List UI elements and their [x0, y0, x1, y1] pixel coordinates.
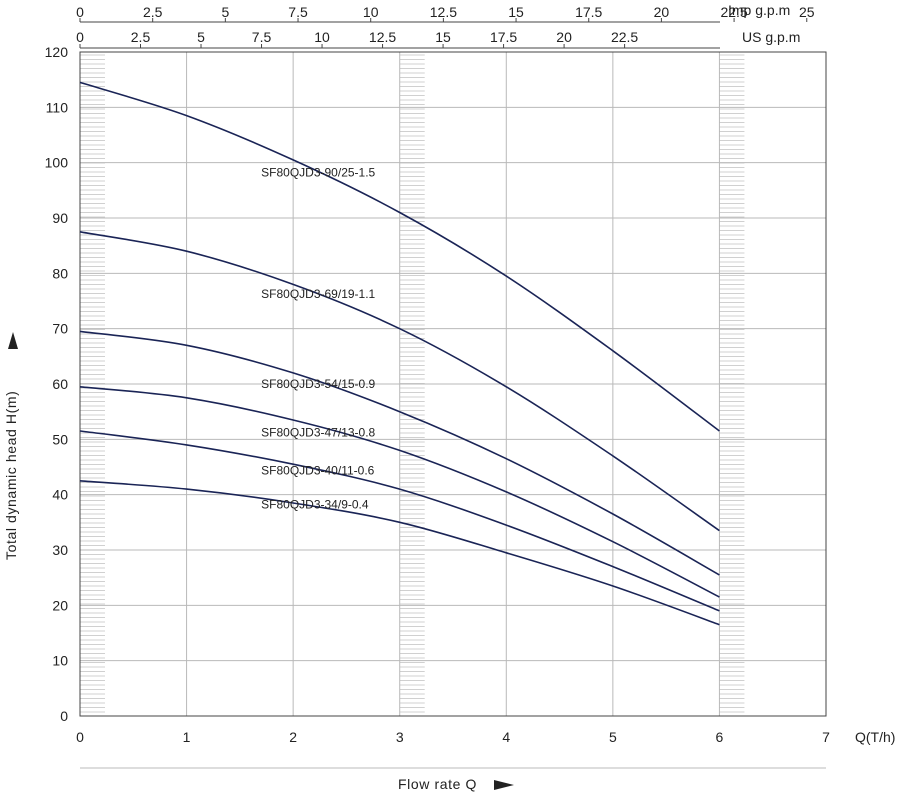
performance-curves: [79, 81, 720, 626]
plot-border: [79, 51, 827, 717]
curve-labels: SF80QJD3-90/25-1.5 SF80QJD3-69/19-1.1 SF80…: [261, 166, 375, 512]
secondary-tick-label: 25: [799, 4, 815, 20]
x-tick-label: 3: [396, 729, 404, 745]
y-axis-title-group: Total dynamic head H(m): [3, 332, 19, 560]
secondary-tick-label: 2.5: [131, 29, 151, 45]
x-tick-label: 5: [609, 729, 617, 745]
y-tick-label: 20: [52, 597, 68, 613]
highlight-band: [719, 54, 745, 713]
curve-series-6: [79, 480, 720, 626]
curve-series-4: [79, 386, 720, 598]
curve-label: SF80QJD3-40/11-0.6: [261, 464, 374, 478]
secondary-tick-label: 22.5: [720, 4, 747, 20]
secondary-tick-label: 10: [363, 4, 379, 20]
secondary-tick-label: 5: [221, 4, 229, 20]
y-tick-label: 80: [52, 265, 68, 281]
y-tick-label: 30: [52, 542, 68, 558]
secondary-tick-label: 0: [76, 29, 84, 45]
curve-label: SF80QJD3-47/13-0.8: [261, 426, 375, 440]
x-tick-label: 1: [183, 729, 191, 745]
y-tick-label: 70: [52, 321, 68, 337]
curve-series-3: [79, 330, 720, 576]
y-tick-label: 60: [52, 376, 68, 392]
secondary-tick-label: 5: [197, 29, 205, 45]
secondary-tick-label: 15: [508, 4, 524, 20]
secondary-tick-label: 12.5: [430, 4, 457, 20]
secondary-tick-label: 22.5: [611, 29, 638, 45]
secondary-tick-label: 17.5: [575, 4, 602, 20]
curve-label: SF80QJD3-90/25-1.5: [261, 166, 375, 180]
x-tick-label: 7: [822, 729, 830, 745]
secondary-tick-label: 12.5: [369, 29, 396, 45]
us-gpm-unit: US g.p.m: [742, 29, 800, 45]
plot-frame: [79, 51, 827, 717]
secondary-tick-label: 17.5: [490, 29, 517, 45]
secondary-tick-label: 10: [314, 29, 330, 45]
y-tick-label: 90: [52, 210, 68, 226]
x-axis-tick-labels: 0 1 2 3 4 5 6 7: [76, 729, 830, 745]
y-tick-label: 110: [46, 99, 69, 115]
secondary-tick-label: 20: [556, 29, 572, 45]
x-axis-title-group: Flow rate Q: [80, 767, 826, 792]
x-tick-label: 4: [502, 729, 510, 745]
grid-lines: [79, 51, 827, 717]
x-axis-title: Flow rate Q: [398, 776, 477, 792]
x-tick-label: 6: [716, 729, 724, 745]
y-tick-label: 0: [60, 708, 68, 724]
imp-gpm-axis: 0 2.5 5 7.5 10 12.5 15 17.5 20 22.5 25: [76, 4, 815, 23]
y-tick-label: 10: [52, 653, 68, 669]
secondary-tick-label: 0: [76, 4, 84, 20]
secondary-tick-label: 7.5: [288, 4, 308, 20]
secondary-tick-label: 15: [435, 29, 451, 45]
x-axis-unit: Q(T/h): [855, 729, 895, 745]
secondary-tick-label: 2.5: [143, 4, 163, 20]
x-tick-label: 0: [76, 729, 84, 745]
y-axis-arrow-icon: [8, 332, 18, 349]
curve-series-1: [79, 81, 720, 432]
y-tick-label: 120: [45, 44, 69, 60]
highlight-bands: [80, 54, 745, 713]
x-axis-arrow-icon: [494, 780, 514, 790]
us-gpm-axis: 0 2.5 5 7.5 10 12.5 15 17.5 20 22.5: [76, 29, 720, 49]
curve-label: SF80QJD3-54/15-0.9: [261, 377, 375, 391]
curve-label: SF80QJD3-69/19-1.1: [261, 287, 375, 301]
curve-series-2: [79, 231, 720, 532]
y-tick-label: 50: [52, 431, 68, 447]
secondary-tick-label: 20: [654, 4, 670, 20]
curve-series-5: [79, 430, 720, 612]
secondary-tick-label: 7.5: [252, 29, 272, 45]
x-tick-label: 2: [289, 729, 297, 745]
imp-gpm-unit: Imp g.p.m: [728, 2, 790, 18]
y-tick-label: 100: [45, 155, 69, 171]
curve-label: SF80QJD3-34/9-0.4: [261, 498, 369, 512]
y-axis-tick-labels: 0 10 20 30 40 50 60 70 80 90 100 110 120: [45, 44, 69, 724]
y-tick-label: 40: [52, 487, 68, 503]
y-axis-title: Total dynamic head H(m): [3, 391, 19, 560]
